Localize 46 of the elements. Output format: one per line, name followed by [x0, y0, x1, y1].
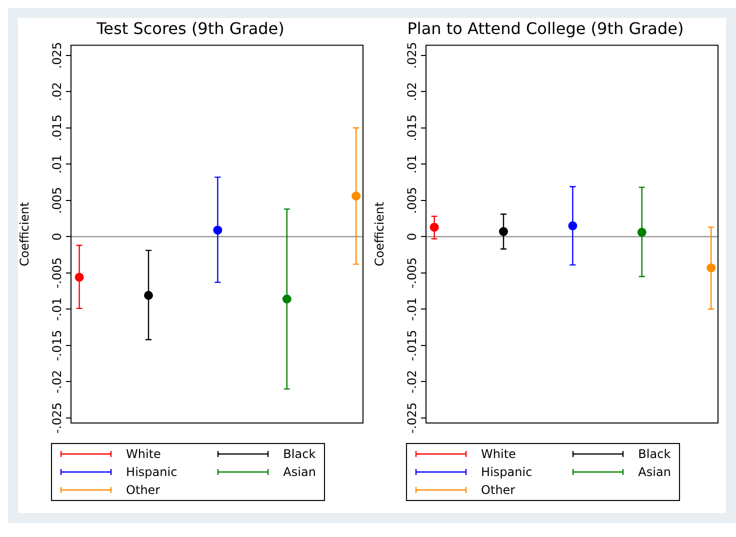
legend-label: White [481, 447, 516, 461]
y-tick-label: -.015 [405, 330, 420, 361]
y-tick-label: -.01 [50, 297, 64, 321]
y-tick-label: -.02 [50, 370, 64, 394]
y-tick-label: -.015 [50, 330, 64, 361]
legend-label: Black [638, 447, 671, 461]
y-tick-label: .02 [405, 82, 420, 102]
y-tick-label: -.02 [405, 370, 420, 394]
y-tick-label: .01 [405, 154, 420, 174]
point [430, 222, 439, 232]
legend-label: Hispanic [481, 465, 532, 479]
y-tick-label: -.025 [50, 402, 64, 434]
y-tick-label: -.005 [50, 257, 64, 288]
y-tick-label: -.005 [405, 257, 420, 288]
point [499, 227, 508, 236]
y-tick-label: .02 [50, 82, 64, 102]
chart-title: Plan to Attend College (9th Grade) [407, 18, 684, 38]
point [213, 226, 222, 235]
legend-label: Other [481, 483, 516, 497]
point [706, 263, 716, 272]
legend-label: Hispanic [126, 465, 178, 479]
y-tick-label: -.025 [405, 402, 420, 434]
point [74, 272, 84, 282]
y-tick-label: 0 [50, 232, 64, 240]
y-tick-label: .025 [405, 42, 420, 69]
legend-label: Black [283, 447, 316, 461]
point [352, 192, 361, 201]
y-tick-label: 0 [405, 232, 420, 240]
y-axis-title: Coefficient [17, 202, 32, 266]
y-tick-label: .01 [50, 154, 64, 174]
point [144, 290, 153, 300]
y-tick-label: -.01 [405, 297, 420, 321]
y-axis-title: Coefficient [372, 202, 386, 266]
legend-label: Asian [638, 465, 671, 479]
point [637, 228, 646, 237]
legend-label: Asian [283, 465, 316, 479]
y-tick-label: .005 [50, 187, 64, 214]
legend-label: Other [126, 483, 160, 497]
y-tick-label: .005 [405, 187, 420, 214]
y-tick-label: .015 [50, 114, 64, 142]
point [282, 294, 292, 304]
chart-title: Test Scores (9th Grade) [96, 18, 284, 38]
y-tick-label: .025 [50, 42, 64, 69]
y-tick-label: .015 [405, 114, 420, 142]
legend-label: White [126, 447, 161, 461]
point [568, 221, 578, 230]
